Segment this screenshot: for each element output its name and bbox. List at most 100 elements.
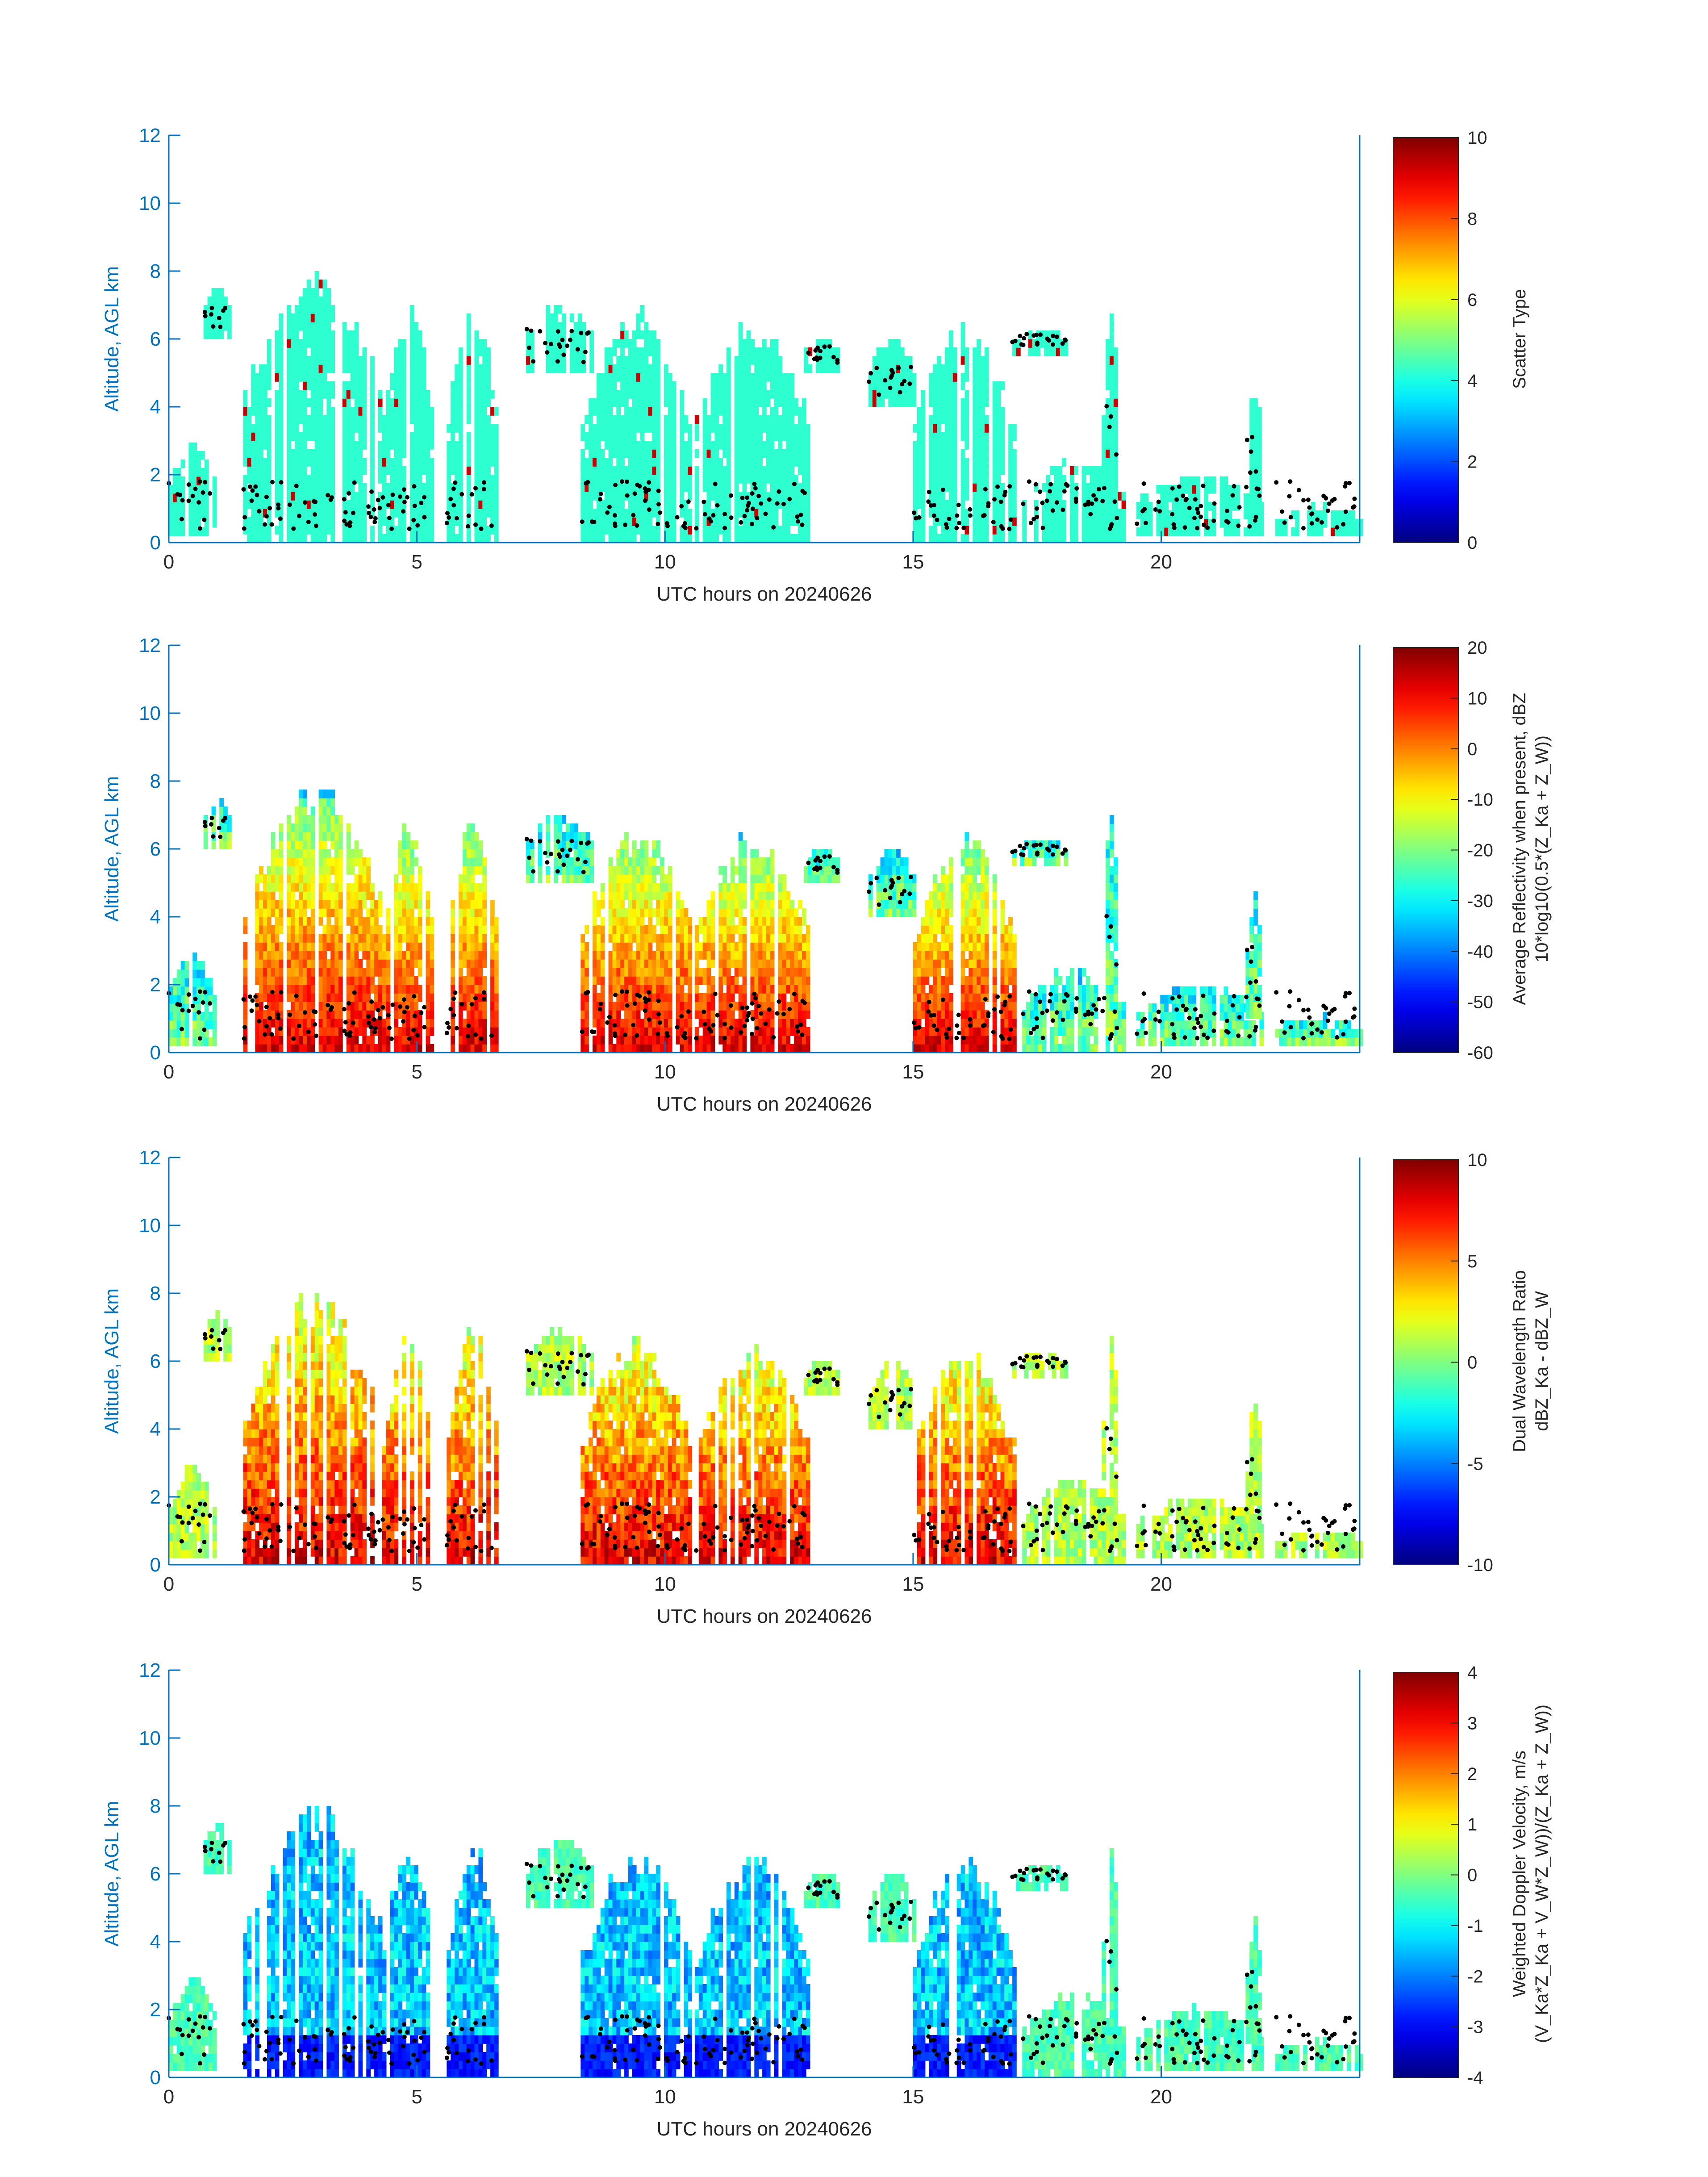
cloud-base-marker (759, 501, 764, 506)
heatmap-cell (1164, 501, 1169, 511)
heatmap-cell (374, 985, 379, 994)
heatmap-cell (306, 356, 311, 365)
heatmap-cell (422, 449, 426, 458)
heatmap-cell (1050, 483, 1055, 492)
heatmap-cell (271, 925, 276, 934)
heatmap-cell (299, 917, 303, 926)
heatmap-cell (562, 322, 566, 331)
heatmap-cell (656, 526, 660, 535)
heatmap-cell (794, 407, 798, 416)
heatmap-cell (354, 934, 359, 943)
heatmap-cell (287, 466, 292, 475)
heatmap-cell (200, 1037, 205, 1046)
heatmap-cell (1249, 458, 1254, 467)
heatmap-cell (562, 364, 566, 373)
cloud-base-marker (1028, 521, 1033, 525)
heatmap-cell (180, 1003, 185, 1012)
heatmap-cell (414, 1027, 418, 1036)
heatmap-cell (330, 458, 335, 467)
heatmap-cell (977, 424, 981, 433)
heatmap-cell (358, 942, 363, 951)
heatmap-cell (941, 432, 945, 441)
heatmap-cell (1008, 475, 1013, 484)
heatmap-cell (346, 908, 351, 917)
heatmap-cell (334, 832, 339, 841)
heatmap-cell (402, 466, 406, 475)
heatmap-cell (794, 483, 798, 492)
heatmap-cell (326, 891, 331, 900)
heatmap-cell (291, 509, 296, 518)
heatmap-cell (1249, 492, 1254, 501)
heatmap-cell (948, 339, 953, 348)
heatmap-cell (908, 390, 913, 399)
heatmap-cell (977, 449, 981, 458)
cloud-base-marker (1170, 512, 1175, 517)
heatmap-cell (426, 993, 430, 1002)
heatmap-cell (550, 364, 555, 373)
heatmap-cell (426, 900, 430, 909)
heatmap-cell (418, 985, 422, 994)
heatmap-cell (668, 424, 672, 433)
heatmap-cell (774, 373, 779, 382)
heatmap-cell (490, 475, 495, 484)
heatmap-cell (1102, 509, 1106, 518)
cloud-base-marker (583, 350, 588, 355)
heatmap-cell (474, 441, 479, 450)
heatmap-cell (1228, 510, 1232, 519)
cloud-base-marker (1003, 489, 1008, 494)
heatmap-cell (223, 840, 228, 849)
cloud-base-marker (1236, 523, 1241, 528)
heatmap-cell (322, 908, 327, 917)
heatmap-cell (172, 485, 177, 494)
heatmap-cell (350, 526, 355, 535)
heatmap-cell (259, 985, 263, 994)
heatmap-cell (1022, 509, 1027, 518)
heatmap-cell (702, 449, 707, 458)
heatmap-cell (318, 517, 323, 526)
heatmap-cell (718, 424, 723, 433)
heatmap-cell (1058, 475, 1063, 484)
heatmap-cell (770, 347, 775, 356)
heatmap-cell (259, 874, 263, 883)
heatmap-cell (648, 517, 653, 526)
heatmap-cell (585, 500, 589, 509)
heatmap-cell (459, 398, 463, 407)
heatmap-cell (644, 534, 649, 543)
heatmap-cell (326, 900, 331, 909)
heatmap-cell (636, 441, 641, 450)
heatmap-cell (921, 517, 926, 526)
heatmap-cell (259, 993, 263, 1002)
heatmap-cell (981, 483, 985, 492)
heatmap-cell (1136, 510, 1141, 519)
heatmap-cell (1148, 518, 1153, 528)
heatmap-cell (251, 381, 256, 390)
cloud-base-marker (190, 493, 195, 498)
heatmap-cell (259, 432, 263, 441)
heatmap-cell (318, 492, 323, 501)
heatmap-cell (267, 900, 271, 909)
heatmap-cell (350, 415, 355, 424)
heatmap-cell (299, 908, 303, 917)
heatmap-cell (770, 449, 775, 458)
heatmap-cell (299, 790, 303, 798)
cloud-base-marker (750, 522, 754, 526)
heatmap-cell (714, 415, 719, 424)
heatmap-cell (414, 891, 418, 900)
heatmap-cell (358, 398, 363, 407)
heatmap-cell (648, 398, 653, 407)
heatmap-cell (455, 492, 459, 501)
heatmap-cell (291, 993, 296, 1002)
cloud-base-marker (242, 515, 247, 520)
heatmap-cell (616, 500, 621, 509)
heatmap-cell (212, 1020, 217, 1029)
heatmap-cell (414, 1019, 418, 1028)
heatmap-cell (370, 500, 375, 509)
heatmap-cell (279, 364, 284, 373)
heatmap-cell (644, 339, 649, 348)
heatmap-cell (589, 534, 593, 543)
heatmap-cell (287, 959, 292, 968)
heatmap-cell (223, 832, 228, 841)
heatmap-cell (318, 432, 323, 441)
heatmap-cell (474, 475, 479, 484)
heatmap-cell (243, 398, 248, 407)
